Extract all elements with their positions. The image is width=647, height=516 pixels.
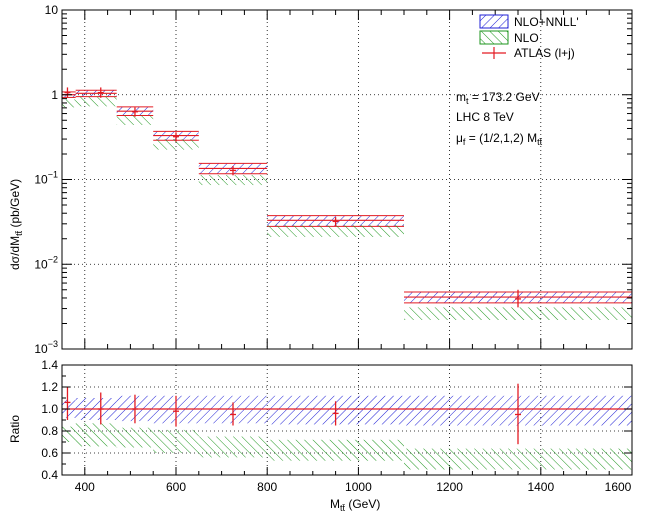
main-band-nlo (75, 96, 117, 107)
ratio-y-tick-label: 0.4 (41, 468, 58, 482)
x-tick-label: 1200 (436, 480, 463, 494)
main-band-nlo (267, 225, 404, 237)
y-tick-label: 10−2 (34, 254, 58, 271)
x-tick-label: 1000 (345, 480, 372, 494)
ratio-band-nlo (153, 429, 199, 453)
main-band-nlo (116, 115, 154, 125)
legend-label-nlo-nnll: NLO+NNLL' (514, 15, 579, 29)
legend-swatch-nlo-nnll (479, 14, 509, 29)
annotation-lhc: LHC 8 TeV (456, 110, 514, 124)
main-marks (62, 87, 632, 320)
annotation-scale: μf = (1/2,1,2) Mtt̄ (456, 131, 543, 147)
y-axis-label: dσ/dMtt̄ (pb/GeV) (8, 179, 24, 270)
y-tick-label: 1 (51, 88, 58, 102)
main-band-nlo (404, 307, 632, 320)
main-panel: 10 1 10−1 10−2 10−3 dσ/dMtt̄ (pb/GeV) NLO+NN… (8, 3, 633, 356)
ratio-y-tick-label: 0.8 (41, 424, 58, 438)
legend-swatch-nlo (479, 30, 509, 45)
ratio-y-tick-label: 1.2 (41, 380, 58, 394)
x-tick-label: 400 (75, 480, 95, 494)
ratio-panel: 0.4 0.6 0.8 1.0 1.2 1.4 400 600 800 1000 1200 1400 1… (8, 358, 633, 513)
ratio-band-nlo (404, 448, 632, 470)
x-axis-label: Mtt̄ (GeV) (330, 497, 380, 513)
annotation-mass: mt = 173.2 GeV (456, 90, 540, 106)
x-tick-label: 800 (257, 480, 277, 494)
ratio-y-tick-label: 1.4 (41, 358, 58, 372)
ratio-y-tick-label: 0.6 (41, 446, 58, 460)
ratio-band-nlo (267, 439, 404, 461)
x-tick-label: 600 (166, 480, 186, 494)
main-band-nlo (198, 175, 268, 186)
legend: NLO+NNLL' NLO ATLAS (l+j) (479, 14, 579, 60)
legend-label-nlo: NLO (514, 31, 539, 45)
main-ticks: 10 1 10−1 10−2 10−3 (34, 3, 633, 356)
legend-label-atlas: ATLAS (l+j) (514, 46, 575, 60)
main-grid (62, 10, 632, 349)
ratio-y-axis-label: Ratio (8, 415, 22, 443)
ratio-band-nlo (75, 423, 117, 447)
y-tick-label: 10−3 (34, 339, 58, 356)
ratio-y-tick-label: 1.0 (41, 402, 58, 416)
main-band-nlo (62, 99, 76, 108)
ratio-band-nlo (62, 426, 76, 442)
ratio-band-nlo (116, 427, 154, 448)
main-band-nlo (153, 139, 199, 150)
x-tick-label: 1600 (605, 480, 632, 494)
ratio-band-nlo (198, 436, 268, 458)
y-tick-label: 10 (45, 3, 59, 17)
y-tick-label: 10−1 (34, 170, 58, 187)
ratio-ticks: 0.4 0.6 0.8 1.0 1.2 1.4 400 600 800 1000 1200 1400 1… (41, 358, 633, 494)
x-tick-label: 1400 (527, 480, 554, 494)
ratio-marks (62, 383, 632, 470)
